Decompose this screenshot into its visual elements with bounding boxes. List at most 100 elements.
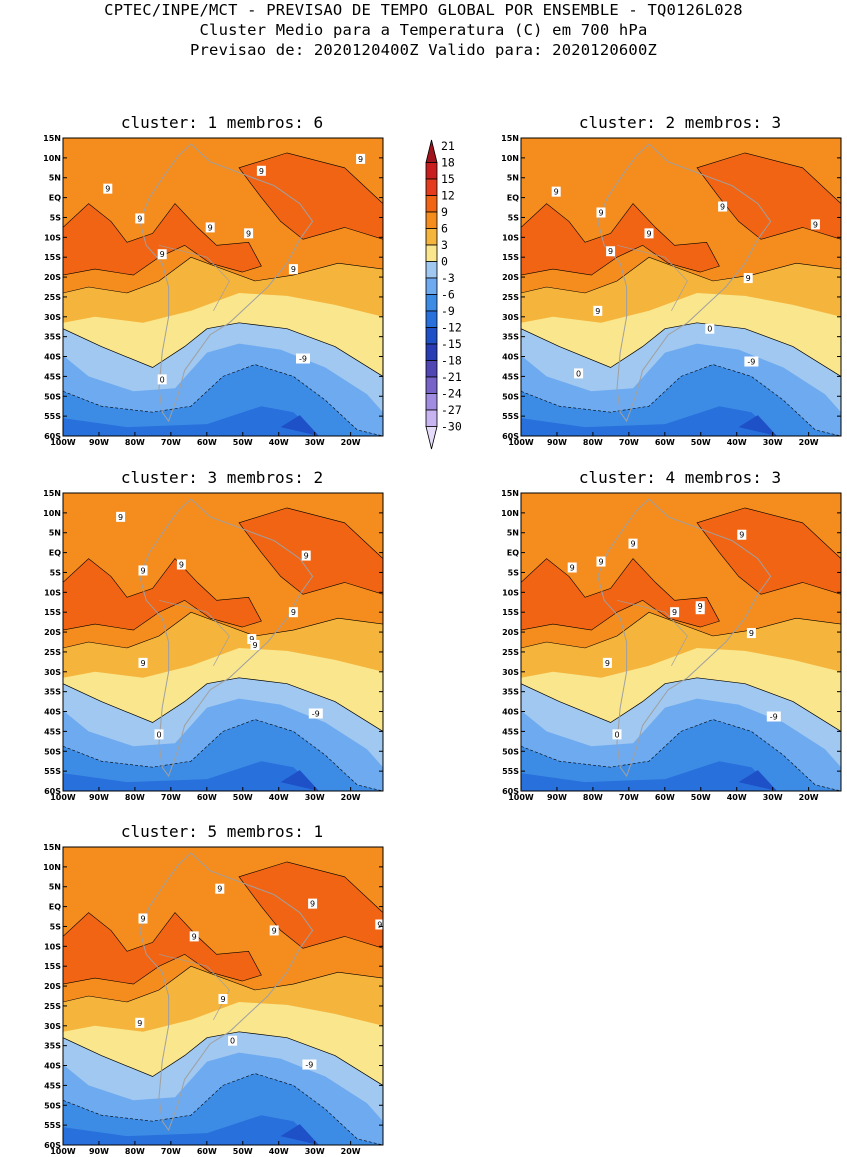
colorbar-label: 0 <box>441 255 448 269</box>
lat-tick-label: 5N <box>49 883 61 892</box>
contour-label: 9 <box>135 1017 145 1028</box>
lat-tick-label: 40S <box>502 708 519 717</box>
colorbar-label: 21 <box>441 139 455 153</box>
lon-tick-label: 50W <box>233 438 253 447</box>
temp-band-minus12 <box>738 770 777 791</box>
lat-tick-label: 30S <box>44 313 61 322</box>
svg-text:9: 9 <box>698 602 703 611</box>
svg-text:9: 9 <box>646 229 651 238</box>
svg-text:-9: -9 <box>770 713 778 722</box>
contour-label: -9 <box>308 708 323 719</box>
svg-text:9: 9 <box>291 608 296 617</box>
contour-label: 9 <box>138 565 148 576</box>
lon-tick-label: 40W <box>727 438 747 447</box>
colorbar-label: 3 <box>441 238 448 252</box>
svg-text:9: 9 <box>598 209 603 218</box>
map-panel-3: 999999990-915N10N5NEQ5S10S15S20S25S30S35… <box>43 489 384 802</box>
lon-tick-label: 60W <box>655 793 675 802</box>
svg-text:-9: -9 <box>747 358 755 367</box>
colorbar-label: -15 <box>441 337 462 351</box>
lat-tick-label: 60S <box>502 787 519 796</box>
lat-tick-label: EQ <box>507 194 519 203</box>
lat-tick-label: 50S <box>44 1101 61 1110</box>
colorbar-label: -30 <box>441 420 462 434</box>
colorbar-segment <box>425 426 438 450</box>
contour-label: 9 <box>593 305 603 316</box>
contour-label: 9 <box>628 538 638 549</box>
lat-tick-label: 45S <box>44 727 61 736</box>
lat-tick-label: 10N <box>501 154 519 163</box>
svg-text:9: 9 <box>252 641 257 650</box>
panel-frame <box>62 137 384 437</box>
temp-band-9-12-east <box>696 152 841 240</box>
contour-label: 9 <box>301 550 311 561</box>
colorbar-label: 6 <box>441 222 448 236</box>
lat-tick-label: 5S <box>50 568 62 577</box>
lon-tick-label: 90W <box>89 438 109 447</box>
lon-tick-label: 70W <box>161 438 181 447</box>
contour-label: 9 <box>288 607 298 618</box>
map-panel-1: 9 9 9 9 9 9 9 9 0 -9 15N 10N 5N EQ 5S 10S 15S 20S 25S 30S 35… <box>43 134 384 447</box>
svg-text:9: 9 <box>272 926 277 935</box>
contour-label: 9 <box>247 634 257 645</box>
lat-tick-label: 5S <box>508 568 520 577</box>
lat-tick-label: 10S <box>44 588 61 597</box>
lat-tick-label: 45S <box>44 372 61 381</box>
lon-tick-label: 80W <box>125 793 145 802</box>
colorbar: 21 18 15 12 9 6 3 0 -3 -6 -9 -12 -15 -18 -21 -24 -27 -30 <box>425 139 462 450</box>
svg-text:9: 9 <box>140 915 145 924</box>
contour-label: 0 <box>612 729 622 740</box>
lat-tick-label: 20S <box>44 982 61 991</box>
lat-tick-label: 25S <box>44 1002 61 1011</box>
contour-label: 9 <box>288 264 298 275</box>
lat-tick-label: 30S <box>44 668 61 677</box>
svg-text:0: 0 <box>707 325 712 334</box>
lon-tick-label: 70W <box>619 438 639 447</box>
header-line-3: Previsao de: 2020120400Z Valido para: 20… <box>189 41 658 59</box>
svg-text:9: 9 <box>598 558 603 567</box>
panel-frame <box>520 137 842 437</box>
temp-band-9-12-east <box>696 507 841 595</box>
temp-band-minus12 <box>280 770 319 791</box>
header-line-2: Cluster Medio para a Temperatura (C) em … <box>199 21 648 39</box>
lat-tick-label: 5N <box>49 529 61 538</box>
lat-tick-label: 15S <box>502 253 519 262</box>
lon-tick-label: 40W <box>269 1147 289 1156</box>
lat-tick-label: 25S <box>502 293 519 302</box>
lat-tick-label: 55S <box>44 767 61 776</box>
south-america-coastline <box>139 143 314 423</box>
contour-label: 9 <box>176 559 186 570</box>
contour-label: 0 <box>574 368 584 379</box>
lat-tick-label: 45S <box>44 1081 61 1090</box>
temp-band-minus6-minus9 <box>63 1073 383 1145</box>
lon-tick-label: 100W <box>50 793 76 802</box>
svg-text:9: 9 <box>291 265 296 274</box>
lat-tick-label: 10N <box>501 509 519 518</box>
lat-tick-label: 20S <box>44 628 61 637</box>
colorbar-segment <box>425 228 438 246</box>
lon-tick-label: 90W <box>89 793 109 802</box>
temp-band-minus12 <box>280 415 319 436</box>
contour-label: 9 <box>135 213 145 224</box>
colorbar-segment <box>425 294 438 312</box>
temp-band-minus9-minus12 <box>63 761 319 791</box>
contour-label: 9 <box>644 228 654 239</box>
lat-tick-label: 40S <box>44 1062 61 1071</box>
lat-tick-label: 5S <box>50 213 62 222</box>
contour-label: 9 <box>244 228 254 239</box>
lat-tick-label: 50S <box>502 747 519 756</box>
lon-tick-label: 40W <box>269 793 289 802</box>
lon-tick-label: 20W <box>341 1147 361 1156</box>
svg-text:9: 9 <box>358 155 363 164</box>
svg-text:9: 9 <box>140 566 145 575</box>
contour-label: 9 <box>138 657 148 668</box>
panel-title-cluster-4: cluster: 4 membros: 3 <box>578 468 782 487</box>
lat-tick-label: 5N <box>49 174 61 183</box>
lat-tick-label: 35S <box>44 688 61 697</box>
lon-tick-label: 20W <box>799 438 819 447</box>
colorbar-label: -9 <box>441 304 455 318</box>
lat-tick-label: 45S <box>502 727 519 736</box>
lat-tick-label: EQ <box>49 903 61 912</box>
lat-tick-label: 60S <box>44 432 61 441</box>
